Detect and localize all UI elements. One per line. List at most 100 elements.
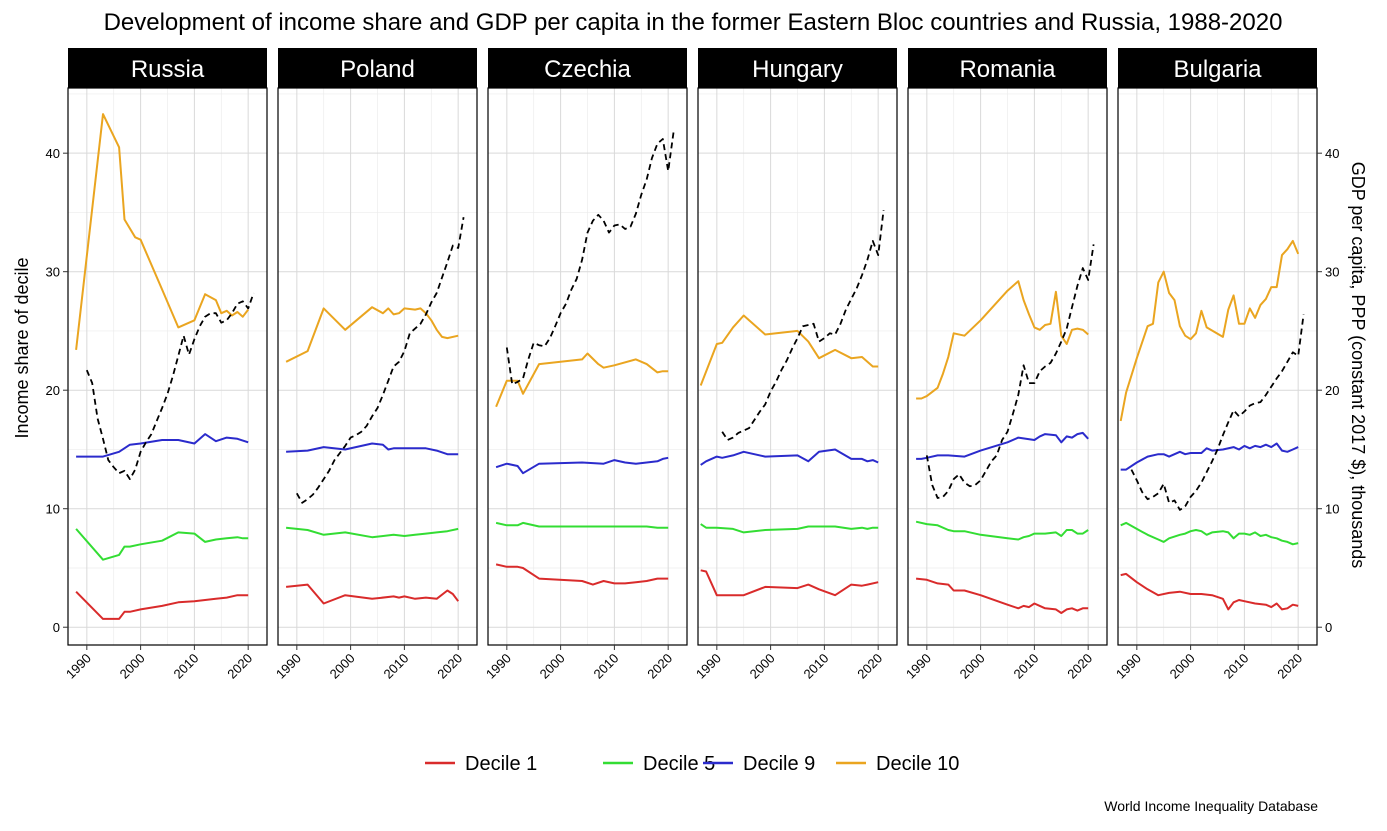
x-tick-label: 2020 [1274, 651, 1305, 682]
gdp-line-hungary [721, 209, 885, 441]
x-tick-label: 2020 [854, 651, 885, 682]
x-tick-label: 2000 [327, 651, 358, 682]
x-tick-label: 1990 [273, 651, 304, 682]
panel-strip-russia [68, 48, 267, 88]
legend-item-decile-5: Decile 5 [603, 753, 715, 775]
panel-border-bulgaria [1117, 87, 1318, 646]
series-line-decile-10-hungary [699, 314, 879, 386]
panel-grid-romania [908, 88, 1107, 645]
legend-label-decile-9: Decile 9 [743, 753, 815, 775]
series-line-decile-1-romania [915, 577, 1089, 614]
series-line-decile-5-romania [915, 520, 1089, 541]
x-tick-label: 2010 [1220, 651, 1251, 682]
panel-title-bulgaria: Bulgaria [1173, 56, 1262, 83]
panel-title-romania: Romania [959, 56, 1056, 83]
y-tick-label-right: 10 [1325, 502, 1339, 517]
source-caption: World Income Inequality Database [1104, 798, 1318, 814]
x-tick-label: 2010 [1010, 651, 1041, 682]
right-y-axis: 0 10 20 30 40 [1317, 146, 1339, 635]
x-tick-label: 1990 [693, 651, 724, 682]
legend-label-decile-5: Decile 5 [643, 753, 715, 775]
series-line-decile-5-czechia [495, 521, 669, 529]
panel-border-russia [67, 87, 268, 646]
y-tick-label-right: 30 [1325, 265, 1339, 280]
series-line-decile-5-russia [75, 528, 249, 561]
panel-border-czechia [487, 87, 688, 646]
x-tick-label: 2000 [957, 651, 988, 682]
y-tick-label-left: 20 [46, 383, 60, 398]
series-line-decile-10-romania [916, 280, 1089, 400]
x-tick-label: 1990 [1113, 651, 1144, 682]
series-line-decile-5-hungary [700, 523, 879, 534]
x-tick-label: 1990 [903, 651, 934, 682]
panel-grid-bulgaria [1118, 88, 1317, 645]
legend-item-decile-1: Decile 1 [425, 753, 537, 775]
y-tick-label-right: 0 [1325, 620, 1332, 635]
gdp-line-russia [85, 292, 255, 481]
gdp-line-czechia [505, 131, 675, 386]
panel-strip-czechia [488, 48, 687, 88]
series-line-decile-9-hungary [700, 448, 879, 466]
series-line-decile-9-poland [286, 442, 459, 456]
x-tick-label: 2020 [1064, 651, 1095, 682]
panel-border-poland [277, 87, 478, 646]
panel-grid-russia [68, 88, 267, 645]
panel-title-czechia: Czechia [544, 56, 631, 83]
series-line-decile-1-czechia [495, 563, 669, 586]
series-line-decile-10-bulgaria [1119, 239, 1300, 422]
panel-strip-romania [908, 48, 1107, 88]
panel-title-hungary: Hungary [752, 56, 843, 83]
y-tick-label-right: 20 [1325, 383, 1339, 398]
gdp-line-romania [925, 244, 1095, 499]
x-tick-label: 2010 [380, 651, 411, 682]
series-line-decile-1-hungary [700, 569, 879, 597]
x-tick-label: 2010 [170, 651, 201, 682]
panel-romania: Romania 1990 2000 2010 2020 [903, 48, 1108, 682]
y-tick-label-left: 10 [46, 502, 60, 517]
panels-layer: Russia 1990 2000 2010 2020 Poland 1990 2000 2010… [63, 48, 1318, 682]
panel-strip-poland [278, 48, 477, 88]
series-line-decile-9-romania [916, 431, 1089, 460]
panel-russia: Russia 1990 2000 2010 2020 [63, 48, 268, 682]
panel-bulgaria: Bulgaria 1990 2000 2010 2020 [1113, 48, 1318, 682]
gdp-line-bulgaria [1130, 314, 1305, 511]
x-tick-label: 1990 [63, 651, 94, 682]
x-tick-label: 2000 [747, 651, 778, 682]
left-y-axis: 0 10 20 30 40 [46, 146, 68, 635]
series-line-decile-10-czechia [495, 352, 669, 408]
panel-hungary: Hungary 1990 2000 2010 2020 [693, 48, 898, 682]
series-line-decile-5-poland [285, 526, 459, 539]
panel-title-poland: Poland [340, 56, 415, 83]
x-tick-label: 2000 [537, 651, 568, 682]
panel-strip-bulgaria [1118, 48, 1317, 88]
legend: Decile 1 Decile 5 Decile 9 Decile 10 [425, 753, 959, 775]
y-tick-label-left: 0 [53, 620, 60, 635]
x-tick-label: 2000 [1167, 651, 1198, 682]
panel-border-hungary [697, 87, 898, 646]
panel-grid-hungary [698, 88, 897, 645]
legend-item-decile-10: Decile 10 [836, 753, 959, 775]
series-line-decile-1-russia [75, 590, 249, 620]
series-line-decile-9-russia [76, 433, 249, 458]
panel-czechia: Czechia 1990 2000 2010 2020 [483, 48, 688, 682]
y-axis-title-left: Income share of decile [12, 257, 32, 438]
x-tick-label: 2020 [644, 651, 675, 682]
y-tick-label-left: 30 [46, 265, 60, 280]
series-line-decile-1-poland [285, 583, 460, 605]
panel-border-romania [907, 87, 1108, 646]
series-line-decile-5-bulgaria [1120, 521, 1299, 546]
series-line-decile-1-bulgaria [1120, 572, 1299, 611]
y-tick-label-left: 40 [46, 146, 60, 161]
x-tick-label: 2020 [434, 651, 465, 682]
x-tick-label: 2010 [800, 651, 831, 682]
x-tick-label: 2020 [224, 651, 255, 682]
series-line-decile-9-czechia [495, 456, 669, 475]
y-axis-title-right: GDP per capita, PPP (constant 2017 $), t… [1348, 162, 1368, 569]
x-tick-label: 2010 [590, 651, 621, 682]
series-line-decile-10-russia [75, 113, 249, 351]
chart-title: Development of income share and GDP per … [104, 9, 1283, 36]
series-line-decile-9-bulgaria [1120, 442, 1299, 471]
panel-title-russia: Russia [131, 56, 205, 83]
legend-item-decile-9: Decile 9 [703, 753, 815, 775]
